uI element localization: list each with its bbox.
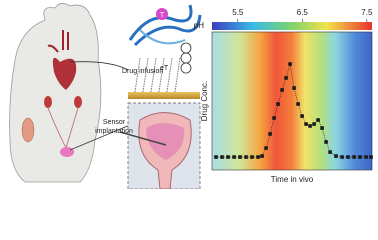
data-point <box>226 155 230 159</box>
data-point <box>324 140 328 144</box>
plot-area <box>211 31 373 171</box>
data-point <box>364 155 368 159</box>
data-point <box>284 76 288 80</box>
data-point <box>328 150 332 154</box>
data-point <box>260 154 264 158</box>
data-point <box>346 155 350 159</box>
data-point <box>280 88 284 92</box>
data-point <box>250 155 254 159</box>
data-point <box>268 132 272 136</box>
et-label: eT <box>160 65 169 72</box>
data-point <box>334 154 338 158</box>
data-point <box>264 146 268 150</box>
bladder-illustration <box>119 102 201 190</box>
colorbar-tick-label: 5.5 <box>232 8 244 17</box>
data-point <box>320 126 324 130</box>
data-point <box>352 155 356 159</box>
sensor-label: Sensor <box>103 119 126 126</box>
data-point <box>276 102 280 106</box>
data-point <box>256 155 260 159</box>
data-point <box>308 124 312 128</box>
data-point <box>214 155 218 159</box>
data-point <box>296 102 300 106</box>
colorbar-label: pH <box>194 21 204 30</box>
colorbar-tick-label: 7.5 <box>361 8 373 17</box>
sensor-label: implantation <box>95 128 133 135</box>
colorbar-tick-label: 6.5 <box>297 8 309 17</box>
data-point <box>220 155 224 159</box>
x-axis-label: Time in vivo <box>271 175 314 184</box>
data-point <box>340 155 344 159</box>
data-point <box>244 155 248 159</box>
data-point <box>312 122 316 126</box>
dna-illustration <box>128 4 202 99</box>
data-point <box>232 155 236 159</box>
figure: Drug infusion Sensor implantation eT T p… <box>9 3 373 190</box>
data-point <box>238 155 242 159</box>
mouse-illustration <box>9 3 131 183</box>
data-point <box>304 122 308 126</box>
data-point <box>358 155 362 159</box>
data-point <box>292 86 296 90</box>
page: {"diagram": {"drug_infusion": "Drug infu… <box>9 3 373 190</box>
target-label: T <box>160 12 165 19</box>
data-point <box>288 62 292 66</box>
ph-colorbar <box>212 22 372 30</box>
y-axis-label: Drug Conc. <box>200 81 209 121</box>
drug-infusion-label: Drug infusion <box>122 68 163 75</box>
data-point <box>300 114 304 118</box>
data-point <box>316 118 320 122</box>
data-point <box>369 155 373 159</box>
data-point <box>272 116 276 120</box>
